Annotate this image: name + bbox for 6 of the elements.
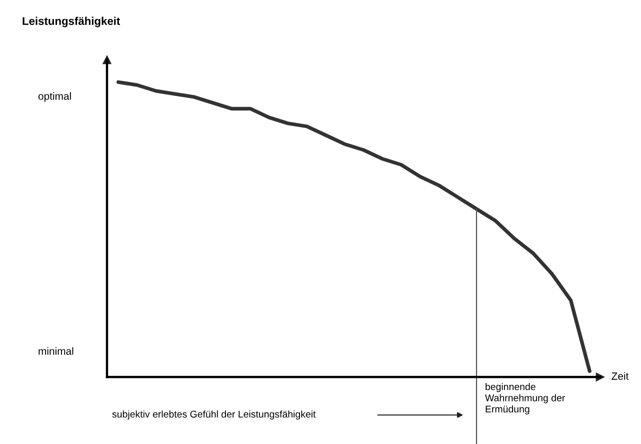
text: subjektiv erlebtes Gefühl der Leistungsfähigkeit	[112, 410, 316, 420]
y-axis-title: Leistungsfähigkeit	[22, 16, 120, 28]
text: minimal	[38, 347, 74, 355]
x-axis-title: Zeit	[612, 372, 629, 380]
text: optimal	[38, 92, 71, 102]
text: beginnende Wahrnehmung der Ermüdung	[485, 383, 565, 414]
